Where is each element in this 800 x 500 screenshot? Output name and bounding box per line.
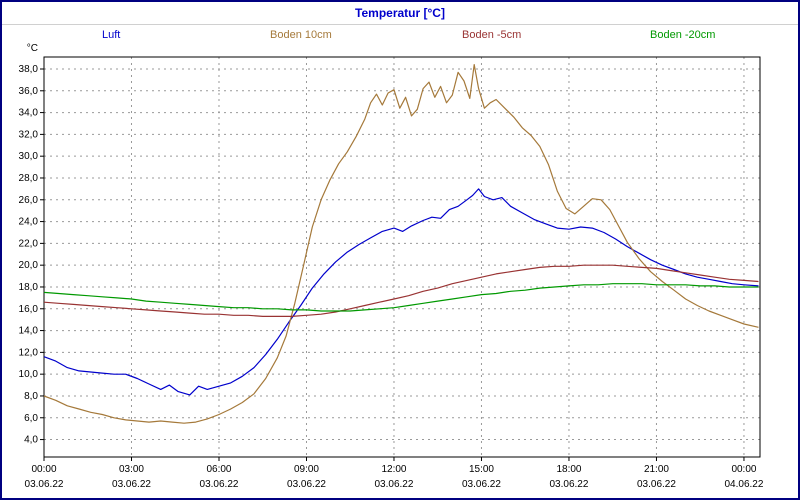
svg-text:03.06.22: 03.06.22 — [25, 479, 64, 490]
legend-item-luft: Luft — [102, 29, 121, 41]
title-divider — [2, 24, 798, 25]
svg-text:28,0: 28,0 — [19, 173, 39, 184]
page-title: Temperatur [°C] — [355, 6, 445, 20]
svg-text:32,0: 32,0 — [19, 129, 39, 140]
svg-text:00:00: 00:00 — [31, 464, 56, 475]
svg-text:8,0: 8,0 — [24, 391, 38, 402]
svg-text:00:00: 00:00 — [731, 464, 756, 475]
svg-text:4,0: 4,0 — [24, 435, 38, 446]
svg-text:04.06.22: 04.06.22 — [724, 479, 763, 490]
svg-text:12:00: 12:00 — [381, 464, 406, 475]
svg-text:03.06.22: 03.06.22 — [550, 479, 589, 490]
svg-text:03.06.22: 03.06.22 — [462, 479, 501, 490]
svg-text:09:00: 09:00 — [294, 464, 319, 475]
svg-text:°C: °C — [27, 43, 38, 54]
svg-text:03.06.22: 03.06.22 — [200, 479, 239, 490]
svg-text:10,0: 10,0 — [19, 369, 39, 380]
legend: Luft Boden 10cm Boden -5cm Boden -20cm — [2, 29, 798, 43]
svg-text:06:00: 06:00 — [206, 464, 231, 475]
svg-text:15:00: 15:00 — [469, 464, 494, 475]
svg-text:20,0: 20,0 — [19, 260, 39, 271]
svg-text:18:00: 18:00 — [556, 464, 581, 475]
legend-item-boden-20cm: Boden -20cm — [650, 29, 716, 41]
svg-text:30,0: 30,0 — [19, 151, 39, 162]
svg-text:26,0: 26,0 — [19, 195, 39, 206]
svg-text:38,0: 38,0 — [19, 64, 39, 75]
legend-item-boden-10cm: Boden 10cm — [270, 29, 332, 41]
svg-text:03.06.22: 03.06.22 — [375, 479, 414, 490]
svg-text:34,0: 34,0 — [19, 108, 39, 119]
svg-text:6,0: 6,0 — [24, 413, 38, 424]
svg-text:18,0: 18,0 — [19, 282, 39, 293]
svg-text:24,0: 24,0 — [19, 217, 39, 228]
svg-text:16,0: 16,0 — [19, 304, 39, 315]
svg-text:14,0: 14,0 — [19, 326, 39, 337]
svg-text:21:00: 21:00 — [644, 464, 669, 475]
svg-text:03.06.22: 03.06.22 — [637, 479, 676, 490]
svg-text:03.06.22: 03.06.22 — [287, 479, 326, 490]
svg-text:36,0: 36,0 — [19, 86, 39, 97]
svg-text:03:00: 03:00 — [119, 464, 144, 475]
svg-text:22,0: 22,0 — [19, 238, 39, 249]
svg-text:03.06.22: 03.06.22 — [112, 479, 151, 490]
svg-text:12,0: 12,0 — [19, 347, 39, 358]
legend-item-boden-5cm: Boden -5cm — [462, 29, 522, 41]
